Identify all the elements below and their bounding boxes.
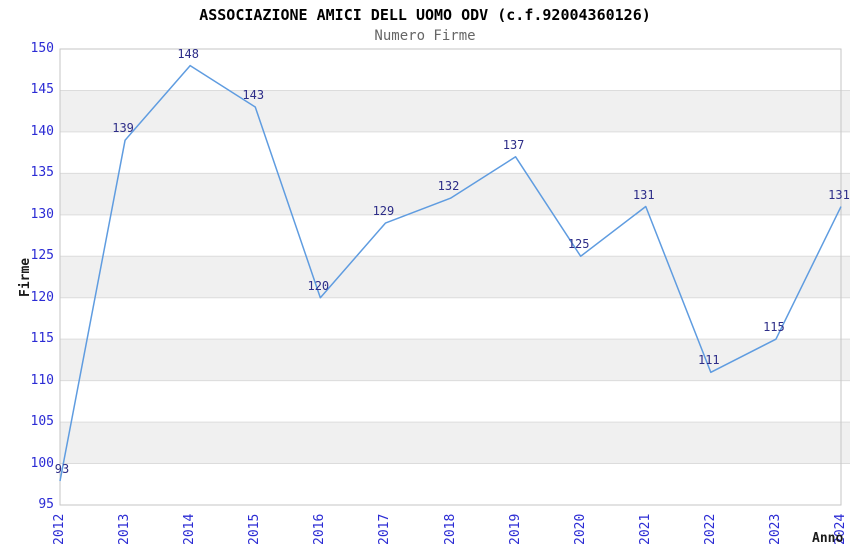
x-tick-label: 2012 (52, 513, 67, 545)
x-tick-label: 2014 (182, 513, 198, 545)
x-tick-label: 2017 (377, 513, 393, 545)
x-tick-label: 2016 (312, 513, 328, 545)
y-tick-label: 135 (30, 165, 54, 181)
grid-band (60, 90, 850, 132)
y-tick-label: 105 (30, 414, 54, 430)
grid-band (60, 339, 850, 381)
series-line (59, 64, 842, 482)
point-label: 148 (177, 46, 199, 61)
point-label: 93 (54, 462, 70, 476)
x-axis-title: Anno (812, 531, 844, 546)
x-tick-label: 2015 (247, 513, 263, 545)
chart-subtitle: Numero Firme (374, 28, 476, 44)
x-tick-label: 2018 (442, 513, 458, 545)
point-label: 137 (502, 137, 525, 152)
y-tick-label: 100 (30, 455, 54, 471)
point-label: 111 (697, 353, 720, 368)
x-tick-label: 2022 (702, 513, 718, 545)
y-tick-label: 140 (30, 123, 54, 139)
point-label: 143 (242, 88, 265, 103)
y-tick-label: 145 (30, 82, 54, 98)
y-tick-label: 125 (30, 248, 54, 264)
grid-band (60, 256, 850, 298)
grid-band (60, 422, 850, 464)
y-tick-label: 115 (30, 331, 54, 347)
point-label: 115 (763, 320, 785, 335)
point-label: 125 (567, 237, 590, 252)
x-tick-label: 2021 (637, 513, 653, 545)
x-tick-label: 2013 (117, 513, 133, 545)
x-tick-label: 2019 (507, 513, 523, 545)
x-tick-label: 2023 (767, 513, 783, 545)
grid-band (60, 173, 850, 215)
point-label: 139 (112, 121, 134, 136)
y-tick-label: 150 (30, 41, 54, 56)
y-axis-title: Firme (18, 257, 33, 297)
point-label: 132 (437, 179, 460, 194)
point-label: 129 (372, 204, 395, 219)
point-label: 131 (828, 187, 850, 202)
plot-frame (59, 48, 842, 506)
y-tick-label: 130 (30, 206, 54, 222)
point-label: 131 (632, 187, 655, 202)
y-tick-label: 120 (30, 289, 54, 305)
y-tick-label: 95 (38, 497, 54, 512)
x-tick-label: 2020 (572, 513, 588, 545)
chart-title: ASSOCIAZIONE AMICI DELL UOMO ODV (c.f.92… (199, 6, 651, 24)
point-label: 120 (307, 278, 330, 293)
y-tick-label: 110 (30, 372, 54, 388)
